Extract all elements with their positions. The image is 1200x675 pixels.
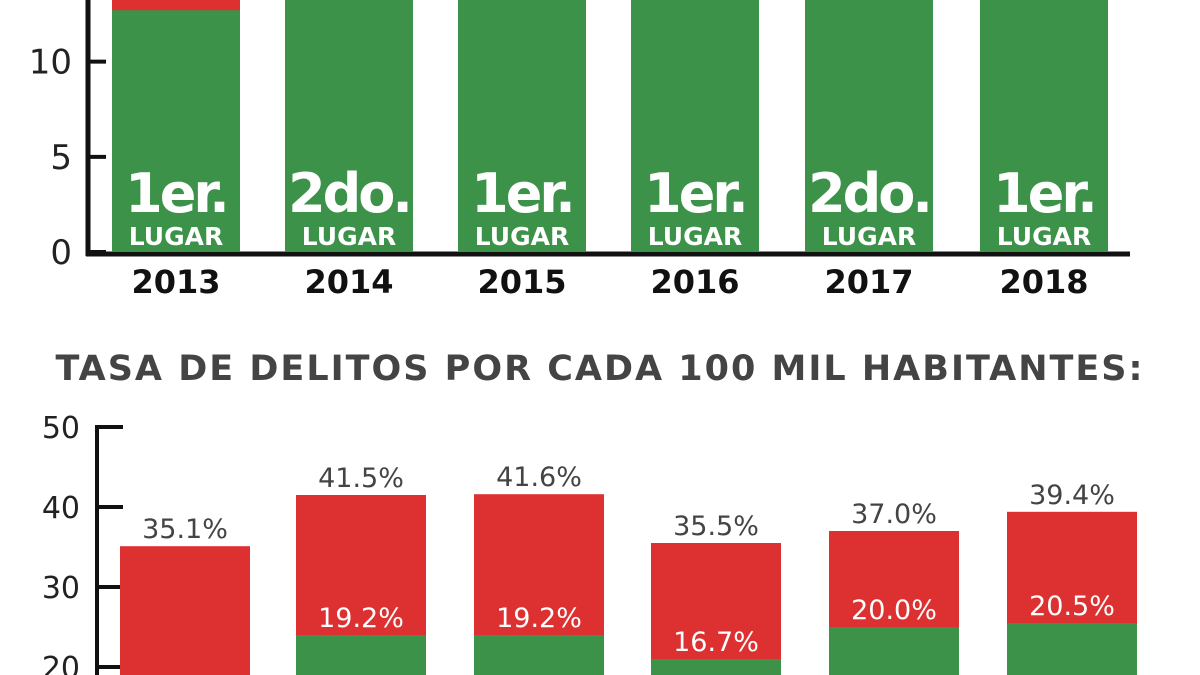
bar-2017 (805, 0, 933, 252)
y-tick-label: 40 (42, 491, 80, 526)
segment-label-2016: 16.7% (673, 627, 759, 658)
y-tick-label: 10 (29, 43, 72, 83)
place-sublabel-2017: LUGAR (822, 222, 916, 251)
bar-segment-2014 (296, 635, 426, 675)
bar-2018 (980, 0, 1108, 252)
place-label-2018: 1er. (993, 162, 1095, 225)
place-sublabel-2016: LUGAR (648, 222, 742, 251)
place-label-2014: 2do. (288, 162, 410, 225)
total-label-2015: 41.6% (496, 462, 582, 493)
segment-label-2013: 18.9% (142, 671, 228, 675)
place-label-2017: 2do. (808, 162, 930, 225)
bar-total-2016 (651, 543, 781, 675)
place-label-2016: 1er. (644, 162, 746, 225)
place-sublabel-2018: LUGAR (997, 222, 1091, 251)
year-label-2015: 2015 (477, 263, 566, 301)
y-tick-label: 5 (50, 138, 72, 178)
y-tick-label: 30 (42, 571, 80, 606)
segment-label-2015: 19.2% (496, 603, 582, 634)
year-label-2013: 2013 (131, 263, 220, 301)
bar-red-segment-2013 (112, 0, 240, 11)
place-label-2013: 1er. (125, 162, 227, 225)
bar-2015 (458, 0, 586, 252)
total-label-2013: 35.1% (142, 514, 228, 545)
bar-segment-2015 (474, 635, 604, 675)
segment-label-2017: 20.0% (851, 595, 937, 626)
bar-segment-2017 (829, 627, 959, 675)
section-title: TASA DE DELITOS POR CADA 100 MIL HABITAN… (55, 349, 1145, 389)
bar-2014 (285, 0, 413, 252)
total-label-2018: 39.4% (1029, 480, 1115, 511)
ranking-chart: 05101er.LUGAR20132do.LUGAR20141er.LUGAR2… (29, 0, 1130, 301)
total-label-2016: 35.5% (673, 511, 759, 542)
segment-label-2018: 20.5% (1029, 591, 1115, 622)
year-label-2014: 2014 (304, 263, 393, 301)
year-label-2018: 2018 (999, 263, 1088, 301)
total-label-2017: 37.0% (851, 499, 937, 530)
y-tick-label: 0 (50, 233, 72, 273)
place-sublabel-2015: LUGAR (475, 222, 569, 251)
total-label-2014: 41.5% (318, 463, 404, 494)
bar-2013 (112, 0, 240, 252)
segment-label-2014: 19.2% (318, 603, 404, 634)
crime-rate-chart: 20 30 40 50 35.1% 18.9% 41.5% 19.2% 41.6% 19.2% 35… (42, 411, 1137, 675)
place-sublabel-2014: LUGAR (302, 222, 396, 251)
y-tick-label: 50 (42, 411, 80, 446)
place-sublabel-2013: LUGAR (129, 222, 223, 251)
bar-segment-2016 (651, 659, 781, 675)
place-label-2015: 1er. (471, 162, 573, 225)
bar-2016 (631, 0, 759, 252)
year-label-2016: 2016 (650, 263, 739, 301)
bar-segment-2018 (1007, 623, 1137, 675)
bar-total-2013 (120, 546, 250, 675)
y-tick-label: 20 (42, 651, 80, 675)
year-label-2017: 2017 (824, 263, 913, 301)
